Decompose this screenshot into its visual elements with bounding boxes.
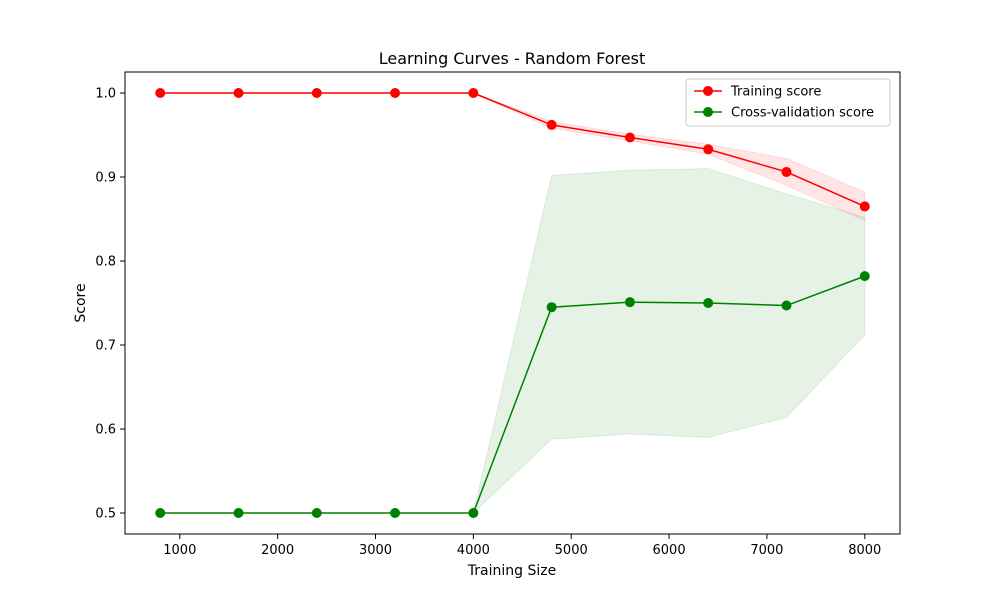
y-tick-label: 0.7: [95, 339, 116, 354]
x-tick-label: 1000: [163, 543, 196, 558]
y-tick-label: 0.9: [95, 171, 116, 186]
legend-label-cross-validation-score: Cross-validation score: [731, 106, 874, 121]
y-axis-ticks: 0.5 0.6 0.7 0.8 0.9 1.0: [95, 87, 125, 522]
x-axis-ticks: 1000 2000 3000 4000 5000 6000 7000 8000: [163, 534, 881, 558]
chart-title: Learning Curves - Random Forest: [379, 49, 645, 68]
training-score-point: [468, 88, 479, 98]
y-tick-label: 0.5: [95, 507, 116, 522]
series-markers: [155, 88, 870, 518]
plot-area-frame: [124, 71, 901, 535]
training-score-point: [546, 119, 557, 130]
y-tick-label: 0.8: [95, 255, 116, 270]
cross-validation-score-line: [160, 275, 866, 514]
cross-validation-score-point: [781, 300, 792, 311]
legend-box: [685, 78, 891, 127]
training-score-point: [233, 88, 244, 98]
cross-validation-score-point: [703, 298, 714, 308]
x-tick-label: 6000: [653, 543, 686, 558]
x-tick-label: 4000: [457, 543, 490, 558]
training-score-line: [160, 92, 866, 208]
cross-validation-score-point: [233, 508, 244, 518]
x-tick-label: 8000: [848, 543, 881, 558]
training-score-point: [781, 166, 792, 177]
cross-validation-score-point: [390, 508, 401, 518]
legend: Training score Cross-validation score: [685, 78, 891, 127]
cross-validation-score-confidence-band: [160, 168, 866, 514]
confidence-bands: [160, 92, 866, 514]
legend-marker-training-score: [703, 86, 713, 96]
y-tick-label: 0.6: [95, 423, 116, 438]
cross-validation-score-point: [859, 271, 870, 282]
x-axis-label: Training Size: [467, 563, 556, 579]
cross-validation-score-point: [546, 302, 557, 313]
x-tick-label: 3000: [359, 543, 392, 558]
y-tick-label: 1.0: [95, 87, 116, 102]
legend-marker-cross-validation-score: [703, 107, 713, 117]
training-score-point: [390, 88, 401, 98]
cross-validation-score-point: [624, 297, 635, 308]
cross-validation-score-point: [311, 508, 322, 518]
cross-validation-score-point: [468, 508, 479, 518]
training-score-point: [311, 88, 322, 98]
x-tick-label: 2000: [261, 543, 294, 558]
training-score-point: [703, 144, 714, 155]
training-score-point: [155, 88, 166, 98]
cross-validation-score-point: [155, 508, 166, 518]
x-tick-label: 5000: [555, 543, 588, 558]
y-axis-label: Score: [73, 283, 89, 322]
training-score-point: [859, 201, 870, 212]
training-score-point: [624, 132, 635, 143]
legend-label-training-score: Training score: [730, 85, 821, 100]
series-lines: [160, 92, 866, 514]
x-tick-label: 7000: [750, 543, 783, 558]
